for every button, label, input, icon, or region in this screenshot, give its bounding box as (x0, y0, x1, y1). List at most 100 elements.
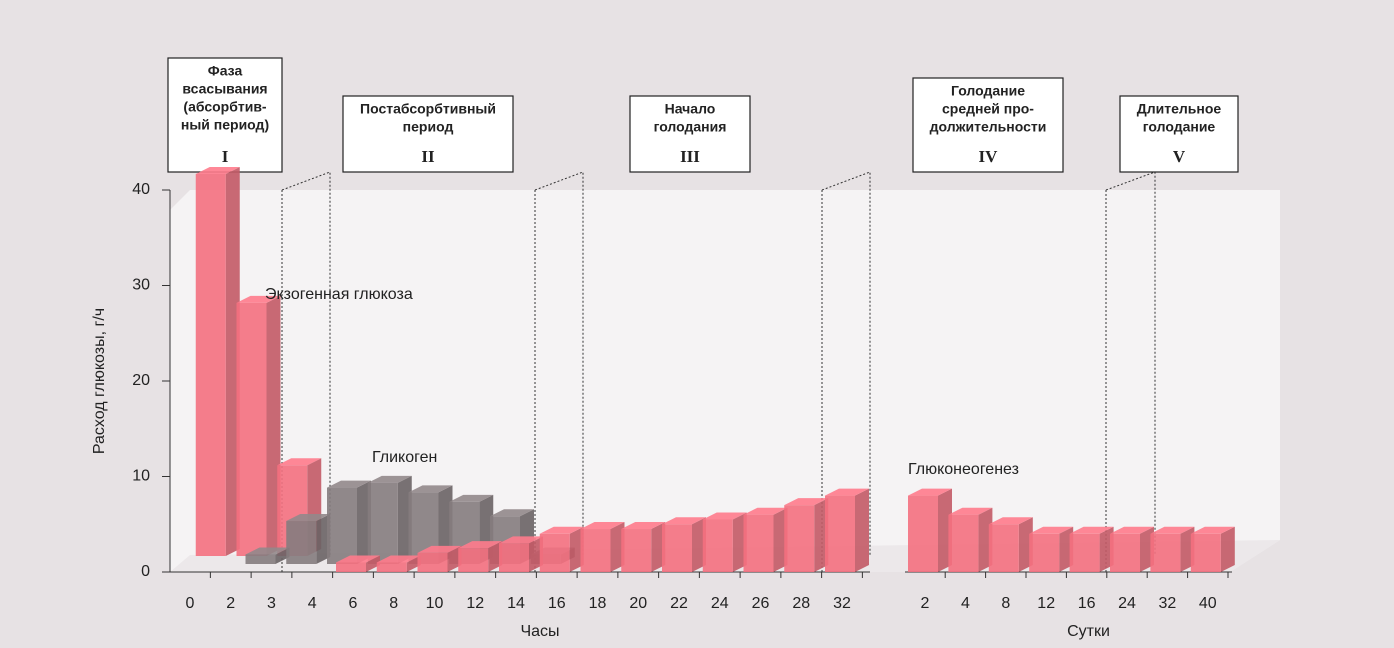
x-tick-label: 26 (752, 595, 770, 612)
bar-front (948, 514, 979, 572)
bar (539, 526, 584, 572)
bar-top (988, 517, 1033, 525)
bar-top (327, 480, 371, 488)
bar-side (397, 475, 412, 564)
x-tick-label: 4 (961, 595, 970, 612)
phase-box (629, 95, 751, 173)
bar-front (367, 482, 398, 564)
bar-front (662, 524, 692, 572)
bar-top (662, 517, 706, 525)
x-tick-label: 32 (833, 595, 851, 612)
bar (621, 522, 666, 572)
phase-label: ный период) (181, 117, 269, 133)
bar-top (702, 512, 747, 520)
series-label: Глюконеогенез (908, 461, 1019, 478)
bar-front (1069, 533, 1100, 572)
bar-side (814, 498, 829, 572)
x-tick-label: 24 (1118, 595, 1136, 612)
x-tick-label: 32 (1159, 595, 1177, 612)
phase-label: должительности (930, 119, 1047, 135)
bar (825, 488, 869, 572)
phase-label: Голодание (951, 83, 1025, 99)
bar-front (539, 533, 570, 572)
bar-top (1110, 526, 1154, 534)
x-tick-label: 0 (186, 595, 195, 612)
phase-boxes: Фаза всасывания (абсорбтив-ный период) I Пос… (167, 57, 1239, 173)
bar-top (277, 458, 322, 466)
bar-side (610, 522, 625, 572)
bar (908, 488, 952, 572)
phase-label: голодание (1143, 119, 1216, 135)
plot: 0 10 20 30 40 Расход глюкозы, г/ч 0 2 3 4 6 8 10 12 14… (91, 167, 1235, 640)
y-tick-label: 20 (132, 372, 150, 389)
bar-side (366, 555, 380, 572)
phase-label: период (403, 119, 454, 135)
bar (376, 555, 421, 572)
bar-top (408, 485, 453, 493)
x-tick-label: 3 (267, 595, 276, 612)
phase-label: всасывания (182, 81, 267, 97)
bar-top (908, 488, 952, 496)
bar-side (732, 512, 747, 572)
bar-top (1150, 526, 1195, 534)
x-tick-label: 10 (426, 595, 444, 612)
y-tick-label: 0 (141, 563, 150, 580)
x-tick-label: 28 (792, 595, 810, 612)
bar-side (569, 526, 584, 572)
bar (1069, 526, 1114, 572)
x-tick-label: 2 (226, 595, 235, 612)
bar-front (1150, 533, 1181, 572)
bar-front (825, 495, 855, 572)
bar (988, 517, 1033, 572)
bar-top (1190, 526, 1235, 534)
bar (417, 545, 462, 572)
bar (499, 536, 543, 572)
x-tick-label: 4 (308, 595, 317, 612)
bar-top (621, 522, 666, 530)
phase-label: голодания (654, 119, 727, 135)
phase-box (1119, 95, 1239, 173)
x-tick-label: 8 (389, 595, 398, 612)
x-tick-label: 12 (466, 595, 484, 612)
bar-top (286, 514, 331, 522)
bar-side (406, 555, 421, 572)
bar-front (702, 519, 733, 572)
x-tick-label: 6 (349, 595, 358, 612)
bar-top (245, 547, 290, 555)
bar-front (286, 521, 317, 564)
bar-side (651, 522, 666, 572)
bar-front (1029, 533, 1060, 572)
bar (784, 498, 829, 572)
bar-side (447, 545, 462, 572)
bar-top (458, 541, 503, 549)
bar (1190, 526, 1235, 572)
bar-front (580, 529, 611, 572)
bar-front (195, 174, 226, 556)
phase-label: Фаза (208, 63, 243, 79)
phase-box (342, 95, 514, 173)
bar-front (743, 514, 774, 572)
bar (458, 541, 503, 572)
bar-top (449, 494, 494, 502)
bar-front (784, 505, 815, 572)
bar (1110, 526, 1154, 572)
bar-top (490, 509, 534, 517)
phase-label: Постабсорбтивный (360, 101, 496, 117)
series-label: Гликоген (372, 449, 437, 466)
bar-side (225, 167, 240, 556)
bar (580, 522, 625, 572)
bar (336, 555, 380, 572)
x-tick-label: 20 (629, 595, 647, 612)
y-axis-title: Расход глюкозы, г/ч (91, 308, 108, 454)
phase-numeral: II (421, 147, 435, 166)
bar-front (327, 487, 357, 564)
x-tick-label: 14 (507, 595, 525, 612)
bar (286, 514, 331, 564)
bar-top (743, 507, 788, 515)
bar (662, 517, 706, 572)
bar-side (529, 536, 543, 572)
bar (245, 547, 290, 564)
bar-top (367, 475, 412, 483)
x-tick-label: 40 (1199, 595, 1217, 612)
